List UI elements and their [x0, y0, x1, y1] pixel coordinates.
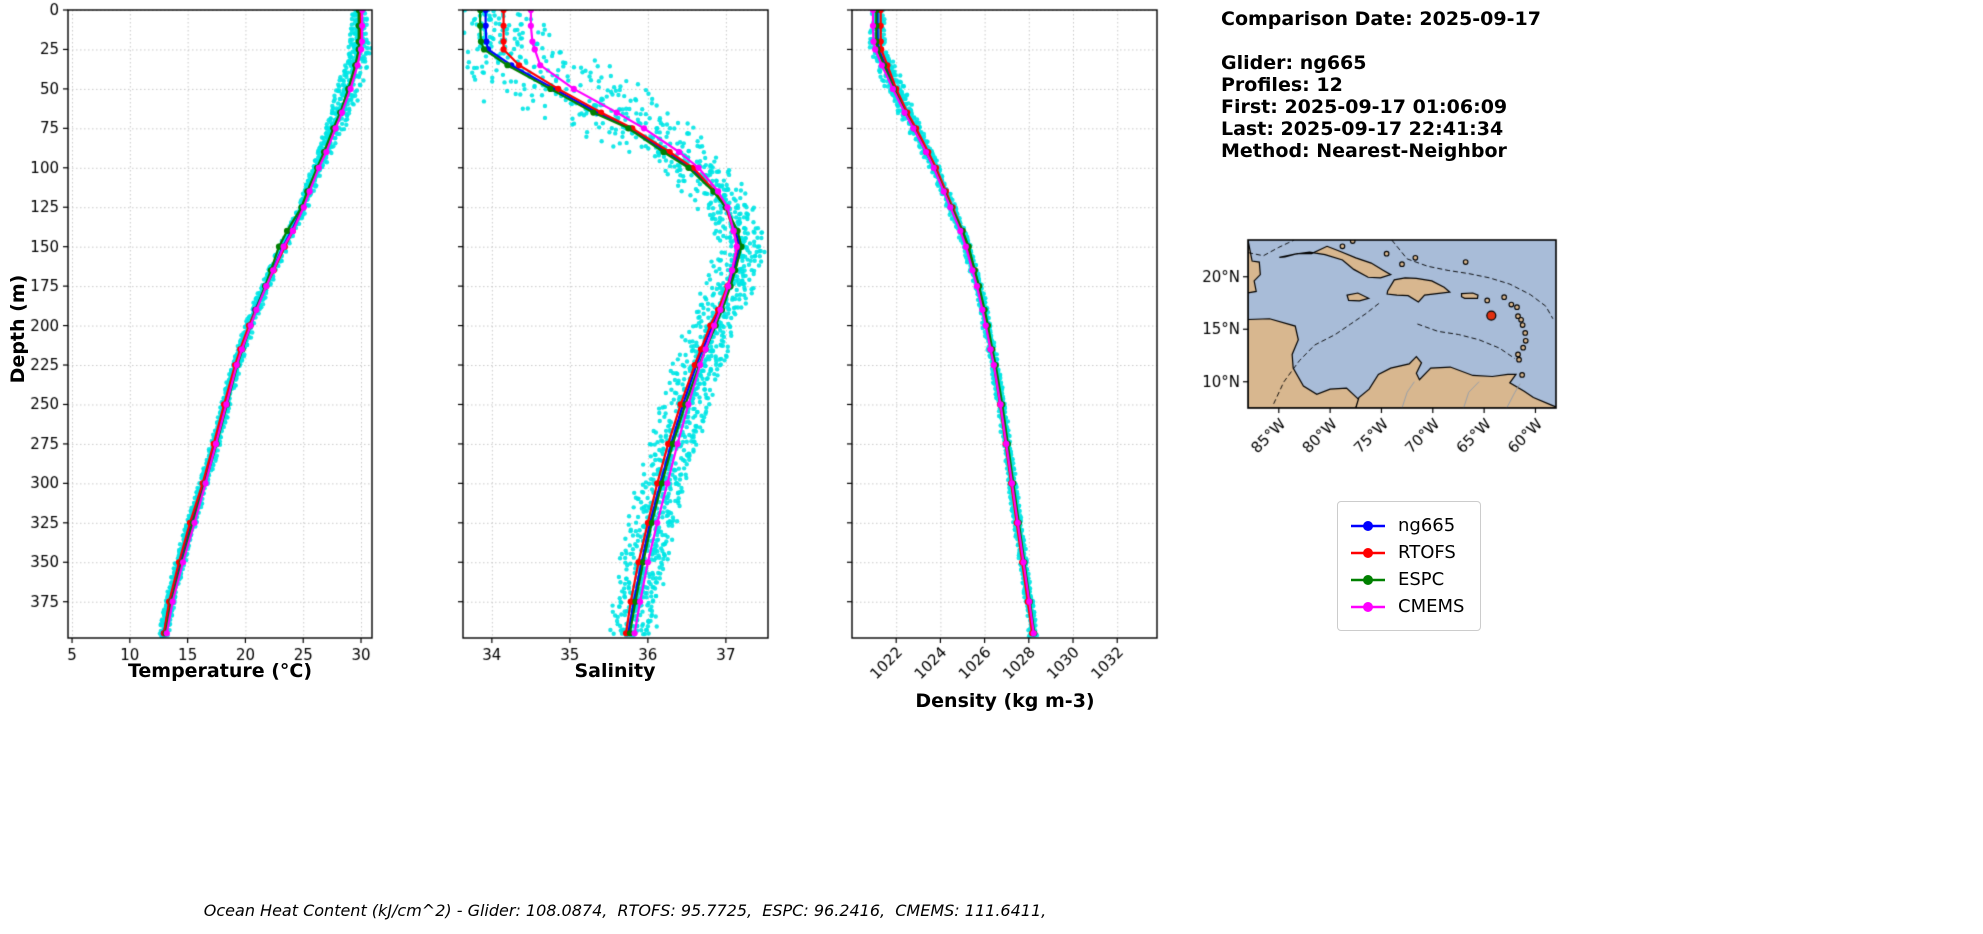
legend-marker-icon [1351, 601, 1385, 612]
legend-label: ng665 [1398, 515, 1456, 536]
legend-marker-icon [1351, 574, 1385, 585]
legend-marker-icon [1351, 520, 1385, 531]
legend-item-espc: ESPC [1350, 566, 1464, 593]
salinity-axis-label: Salinity [574, 660, 656, 682]
legend-label: CMEMS [1398, 596, 1465, 617]
ohc-footer: Ocean Heat Content (kJ/cm^2) - Glider: 1… [203, 901, 1047, 920]
location-map [1190, 232, 1580, 467]
profiles-count-text: Profiles: 12 [1221, 74, 1343, 96]
depth-axis-label: Depth (m) [7, 274, 29, 384]
method-text: Method: Nearest-Neighbor [1221, 140, 1507, 162]
legend-item-rtofs: RTOFS [1350, 539, 1464, 566]
glider-name-text: Glider: ng665 [1221, 52, 1367, 74]
legend-label: RTOFS [1398, 542, 1456, 563]
first-profile-text: First: 2025-09-17 01:06:09 [1221, 96, 1508, 118]
legend: ng665 RTOFS ESPC CMEMS [1337, 501, 1482, 631]
profile-plots-canvas [0, 0, 1190, 770]
legend-item-cmems: CMEMS [1350, 593, 1464, 620]
comparison-date-text: Comparison Date: 2025-09-17 [1221, 8, 1541, 30]
info-spacer [1221, 30, 1541, 52]
last-profile-text: Last: 2025-09-17 22:41:34 [1221, 118, 1504, 140]
temperature-axis-label: Temperature (°C) [127, 660, 313, 682]
legend-item-ng665: ng665 [1350, 512, 1464, 539]
info-panel: Comparison Date: 2025-09-17 Glider: ng66… [1221, 8, 1541, 162]
legend-label: ESPC [1398, 569, 1445, 590]
density-axis-label: Density (kg m-3) [915, 690, 1095, 712]
legend-marker-icon [1351, 547, 1385, 558]
